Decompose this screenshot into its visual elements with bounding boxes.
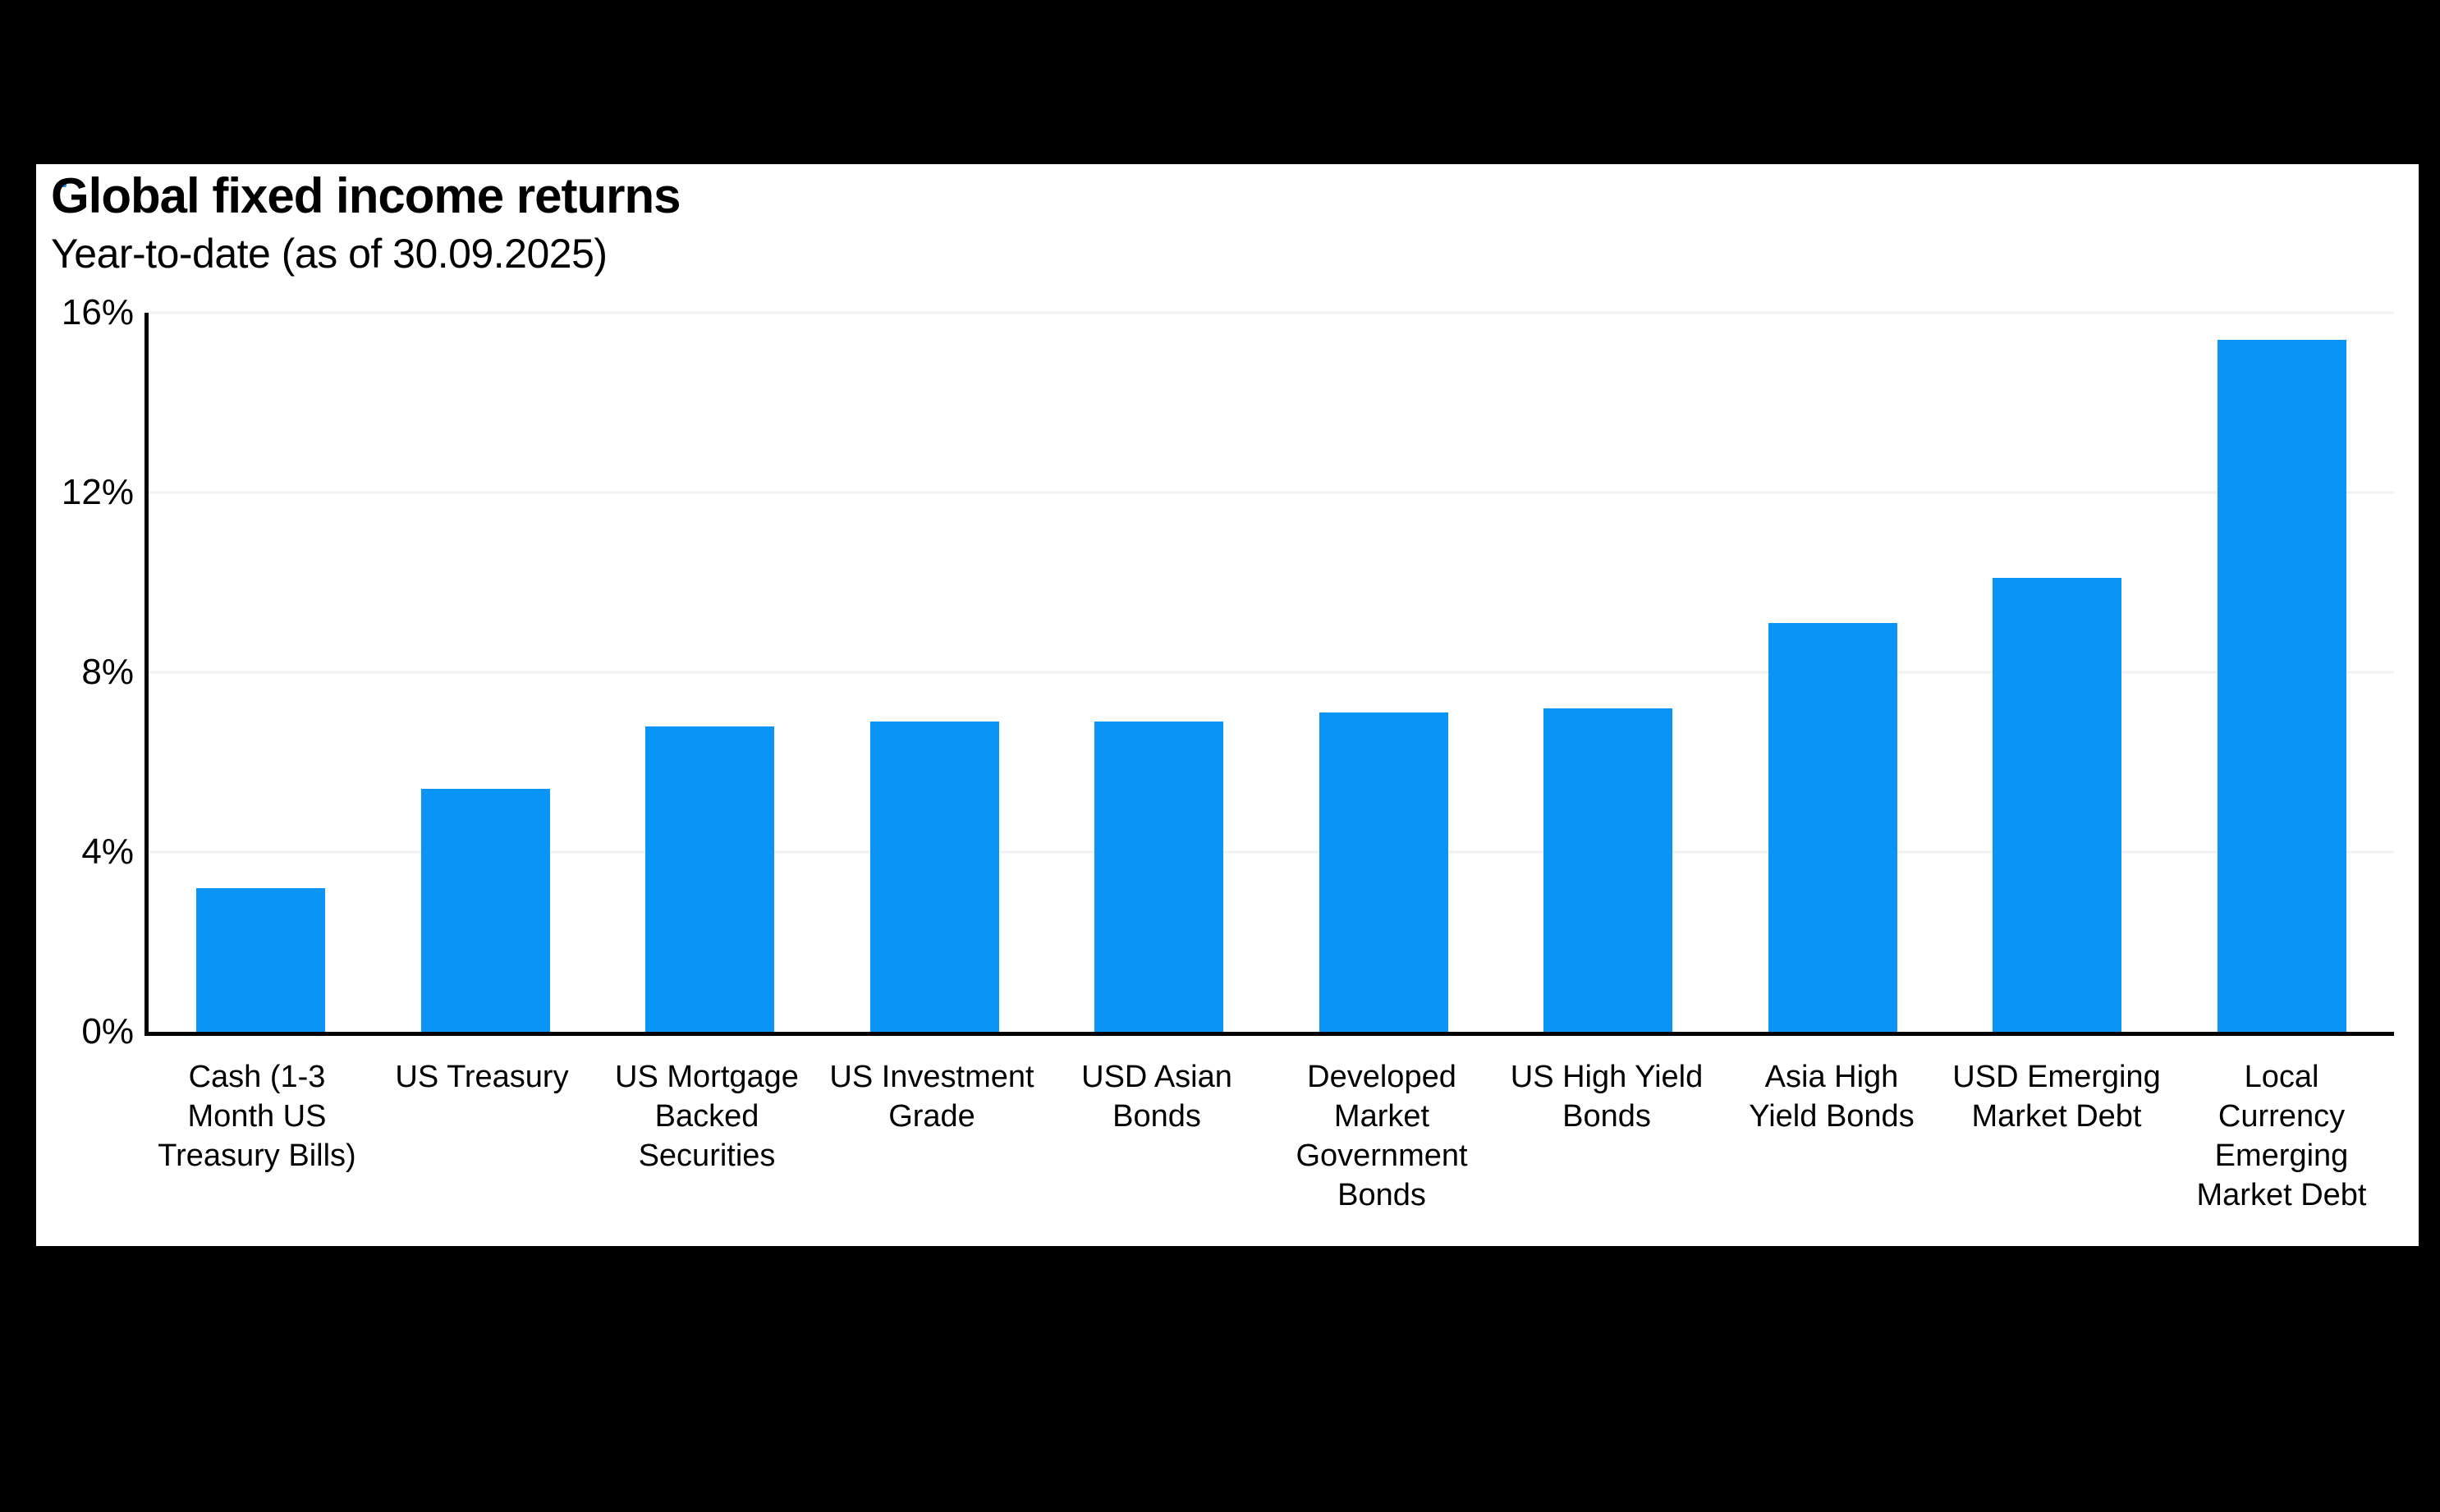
bar-column [374,313,599,1032]
bar-column [1721,313,1946,1032]
y-tick-label: 4% [81,832,134,872]
x-label-line: Backed [654,1099,759,1134]
x-label-line: Market Debt [2196,1178,2367,1212]
bar [1094,722,1224,1032]
x-label-line: Securities [638,1139,776,1173]
stray-blue-dot [60,181,67,187]
x-category-label: US High Yield Bonds [1494,1057,1719,1215]
x-label-line: US Mortgage [615,1060,799,1094]
bar [2217,339,2346,1032]
x-category-label: US Mortgage Backed Securities [594,1057,819,1215]
x-label-line: Yield Bonds [1749,1099,1915,1134]
bar-column [149,313,374,1032]
x-label-line: Market Debt [1971,1099,2142,1134]
x-label-line: Grade [888,1099,975,1134]
chart-subtitle: Year-to-date (as of 30.09.2025) [51,231,608,277]
gridline-12pct [149,491,2394,494]
chart-title: Global fixed income returns [51,168,681,223]
gridline-16pct [149,311,2394,314]
bar-column [823,313,1048,1032]
bar [196,887,326,1032]
x-label-line: Bonds [1337,1178,1426,1212]
x-label-line: Bonds [1562,1099,1651,1134]
bar [1768,622,1897,1032]
x-category-label: US Investment Grade [819,1057,1044,1215]
bar [645,726,775,1032]
x-label-line: Asia High [1764,1060,1899,1094]
bar-column [1496,313,1721,1032]
x-label-line: USD Asian [1081,1060,1232,1094]
x-category-label: Asia High Yield Bonds [1719,1057,1944,1215]
x-label-line: Cash (1-3 [188,1060,326,1094]
plot-area: 0% 4% 8% 12% 16% [62,295,2394,1050]
bar-column [1272,313,1497,1032]
x-label-line: Government [1296,1139,1468,1173]
y-tick-label: 12% [61,472,134,512]
y-tick-label: 16% [61,292,134,332]
bar [1993,578,2122,1032]
x-label-line: Currency [2218,1099,2346,1134]
gridline-8pct [149,671,2394,674]
x-category-label: Developed Market Government Bonds [1269,1057,1494,1215]
bar-column [598,313,823,1032]
x-label-line: US High Yield [1510,1060,1704,1094]
x-label-line: Emerging [2214,1139,2349,1173]
x-label-line: Treasury Bills) [158,1139,356,1173]
x-label-line: Market [1333,1099,1430,1134]
y-tick-label: 0% [81,1011,134,1052]
bar-column [2170,313,2395,1032]
bars-layer [149,313,2394,1032]
gridline-4pct [149,850,2394,854]
bar [420,789,550,1032]
x-category-label: USD Asian Bonds [1044,1057,1269,1215]
x-label-line: Bonds [1112,1099,1201,1134]
x-label-line: US Treasury [395,1060,569,1094]
x-category-label: US Treasury [369,1057,594,1215]
bar [1319,712,1448,1032]
bar-column [1945,313,2170,1032]
x-label-line: USD Emerging [1952,1060,2161,1094]
bar [1543,708,1673,1032]
chart-card: Global fixed income returns Year-to-date… [36,164,2419,1246]
x-label-line: Month US [187,1099,327,1134]
x-category-label: Cash (1-3 Month US Treasury Bills) [144,1057,369,1215]
x-label-line: Local [2244,1060,2319,1094]
x-category-label: Local Currency Emerging Market Debt [2169,1057,2394,1215]
bar-column [1047,313,1272,1032]
x-label-line: Developed [1307,1060,1456,1094]
x-label-line: US Investment [829,1060,1034,1094]
y-tick-label: 8% [81,652,134,692]
x-category-label: USD Emerging Market Debt [1944,1057,2169,1215]
bar [869,722,999,1032]
x-axis-labels: Cash (1-3 Month US Treasury Bills) US Treas… [144,1057,2394,1215]
